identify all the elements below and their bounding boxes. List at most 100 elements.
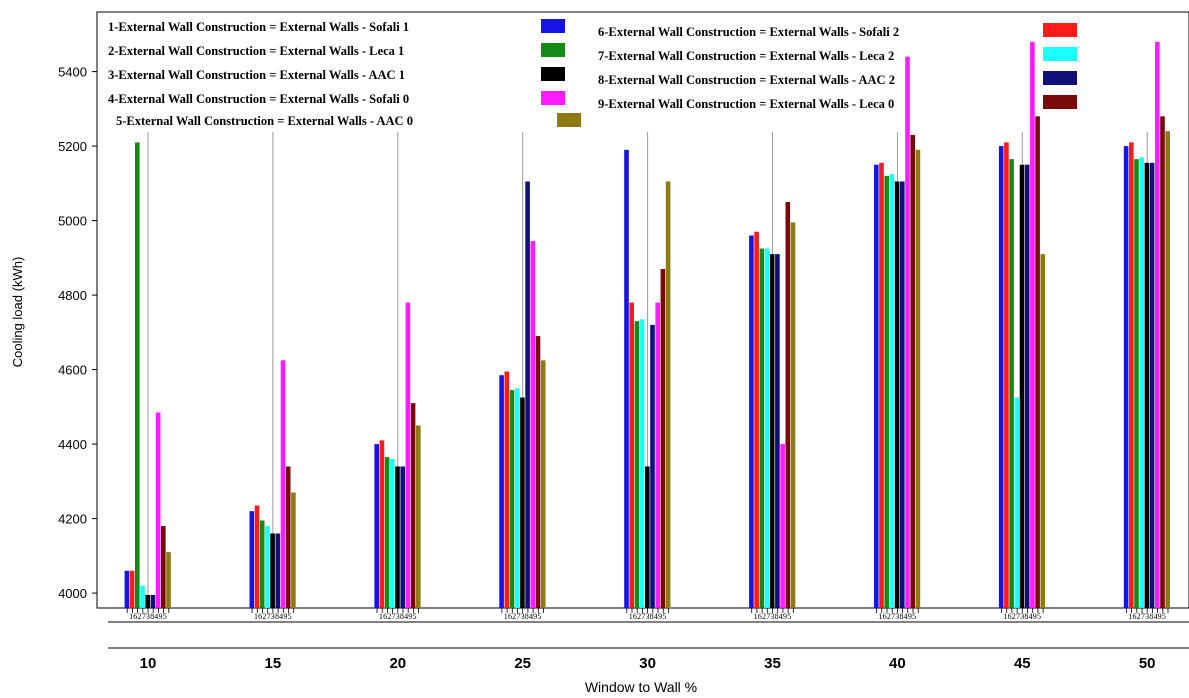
bar-series-3-wwr-20 (395, 466, 400, 608)
bar-series-7-wwr-30 (639, 319, 645, 608)
y-tick-label: 4400 (58, 437, 87, 452)
bar-series-7-wwr-15 (265, 526, 270, 608)
bar-series-5-wwr-45 (1040, 254, 1046, 609)
legend-label-series-1: 1-External Wall Construction = External … (108, 20, 409, 34)
bar-series-5-wwr-15 (291, 492, 296, 608)
x-sub-tick-label: 162738495 (504, 612, 542, 621)
bar-series-4-wwr-50 (1155, 41, 1160, 609)
bar-series-9-wwr-20 (410, 403, 416, 609)
bar-series-1-wwr-45 (998, 146, 1004, 608)
x-sub-tick-label: 162738495 (254, 612, 292, 621)
bar-series-7-wwr-50 (1139, 157, 1144, 608)
legend-swatch-series-5 (557, 113, 581, 127)
bar-series-7-wwr-20 (390, 459, 395, 608)
legend-label-series-5: 5-External Wall Construction = External … (116, 114, 413, 128)
legend-swatch-series-1 (541, 19, 565, 33)
legend-swatch-series-2 (541, 43, 565, 57)
bar-series-8-wwr-40 (900, 181, 905, 609)
bar-series-7-wwr-45 (1014, 397, 1020, 608)
bar-series-7-wwr-10 (140, 585, 145, 608)
y-axis: 4000 4200 4400 4600 4800 5000 5200 5400 (58, 65, 97, 601)
bar-series-6-wwr-15 (254, 505, 260, 608)
bar-series-2-wwr-20 (384, 457, 390, 608)
bar-series-6-wwr-40 (879, 162, 884, 609)
x-sub-tick-label: 162738495 (754, 612, 792, 621)
x-tick-label: 25 (514, 655, 531, 672)
bar-series-8-wwr-25 (525, 181, 530, 609)
y-tick-label: 5200 (58, 139, 87, 154)
bar-series-7-wwr-25 (514, 388, 520, 608)
bar-series-3-wwr-45 (1019, 164, 1025, 608)
legend-label-series-9: 9-External Wall Construction = External … (598, 97, 894, 111)
bar-series-1-wwr-10 (124, 570, 130, 608)
legend-swatch-series-9 (1043, 95, 1077, 109)
legend-label-series-6: 6-External Wall Construction = External … (598, 25, 899, 39)
bar-series-9-wwr-30 (660, 269, 666, 608)
bars (124, 41, 1170, 609)
y-tick-label: 4200 (58, 512, 87, 527)
bar-series-9-wwr-45 (1035, 116, 1040, 609)
x-tick-label: 35 (764, 655, 781, 672)
bar-series-2-wwr-40 (884, 175, 889, 608)
legend-label-series-2: 2-External Wall Construction = External … (108, 44, 404, 58)
bar-series-1-wwr-15 (249, 511, 255, 608)
bar-series-8-wwr-45 (1024, 164, 1030, 608)
bar-series-5-wwr-50 (1165, 131, 1170, 608)
bar-series-9-wwr-50 (1160, 116, 1165, 609)
bar-series-2-wwr-35 (759, 248, 765, 609)
bar-series-1-wwr-40 (874, 164, 879, 608)
legend-label-series-7: 7-External Wall Construction = External … (598, 49, 894, 63)
legend-label-series-3: 3-External Wall Construction = External … (108, 68, 405, 82)
bar-series-4-wwr-35 (780, 444, 785, 608)
x-tick-label: 30 (639, 655, 656, 672)
y-axis-title: Cooling load (kWh) (10, 257, 25, 368)
bar-series-6-wwr-20 (379, 440, 385, 609)
bar-series-9-wwr-35 (785, 201, 791, 608)
bar-series-3-wwr-10 (145, 594, 150, 608)
x-tick-label: 50 (1139, 655, 1156, 672)
bar-series-3-wwr-30 (645, 466, 650, 608)
bar-series-4-wwr-25 (530, 241, 536, 608)
x-axis-title: Window to Wall % (585, 679, 697, 695)
y-tick-label: 5000 (58, 214, 87, 229)
x-sub-tick-label: 162738495 (129, 612, 167, 621)
bar-series-1-wwr-25 (499, 375, 504, 608)
bar-series-5-wwr-25 (540, 360, 546, 608)
legend-swatch-series-7 (1043, 47, 1077, 61)
bar-series-5-wwr-20 (416, 425, 421, 608)
bar-series-3-wwr-25 (520, 397, 525, 608)
bar-series-4-wwr-40 (905, 56, 910, 608)
bar-series-8-wwr-35 (775, 254, 780, 609)
bar-series-1-wwr-20 (374, 444, 379, 608)
x-sub-tick-label: 162738495 (878, 612, 916, 621)
bar-series-5-wwr-30 (665, 181, 671, 609)
y-tick-label: 4600 (58, 363, 87, 378)
bar-series-6-wwr-10 (129, 570, 135, 608)
bar-series-1-wwr-30 (624, 149, 629, 608)
x-tick-label: 10 (140, 655, 157, 672)
legend-label-series-4: 4-External Wall Construction = External … (108, 92, 409, 106)
bar-series-2-wwr-45 (1009, 159, 1014, 608)
bar-series-6-wwr-50 (1129, 142, 1134, 609)
bar-series-3-wwr-40 (894, 181, 900, 609)
x-sub-tick-label: 162738495 (1128, 612, 1166, 621)
x-tick-label: 40 (889, 655, 906, 672)
bar-series-4-wwr-15 (280, 360, 286, 608)
x-sub-tick-label: 162738495 (1003, 612, 1041, 621)
x-sub-tick-label: 162738495 (629, 612, 667, 621)
bar-series-5-wwr-40 (915, 149, 921, 608)
bar-series-6-wwr-25 (504, 371, 510, 608)
bar-series-3-wwr-15 (270, 533, 275, 608)
x-tick-label: 45 (1014, 655, 1031, 672)
bar-series-9-wwr-15 (285, 466, 291, 608)
y-tick-label: 4000 (58, 586, 87, 601)
y-tick-label: 5400 (58, 65, 87, 80)
y-tick-label: 4800 (58, 288, 87, 303)
bar-series-5-wwr-35 (790, 222, 796, 608)
x-sub-tick-label: 162738495 (379, 612, 417, 621)
bar-series-8-wwr-50 (1149, 162, 1155, 609)
x-tick-label: 20 (389, 655, 406, 672)
x-axis: 162738495 10 162738495 15 162738495 20 1627384… (108, 608, 1189, 672)
bar-series-4-wwr-45 (1030, 41, 1035, 609)
